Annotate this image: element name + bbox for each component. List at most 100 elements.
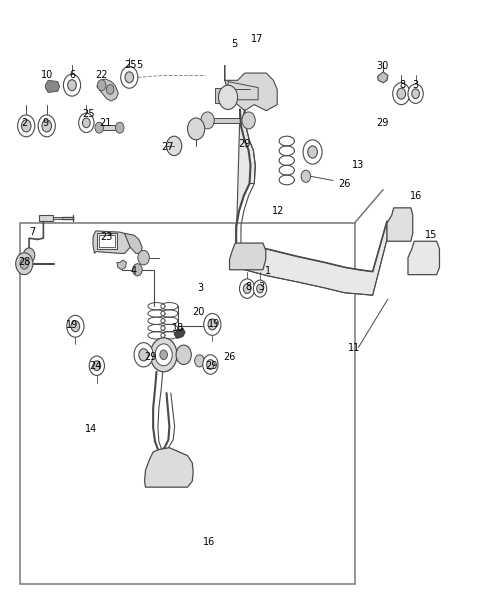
Polygon shape <box>97 234 117 249</box>
Circle shape <box>393 83 410 105</box>
Polygon shape <box>225 65 277 110</box>
Circle shape <box>206 360 214 370</box>
Text: 16: 16 <box>203 537 215 547</box>
Circle shape <box>160 350 168 360</box>
Text: 24: 24 <box>90 361 102 371</box>
Text: 3: 3 <box>412 79 419 90</box>
Circle shape <box>18 115 35 137</box>
Text: 5: 5 <box>137 60 143 70</box>
Circle shape <box>97 80 106 91</box>
Circle shape <box>63 74 81 96</box>
Circle shape <box>167 136 182 156</box>
Circle shape <box>257 284 264 293</box>
Text: 30: 30 <box>376 62 388 71</box>
Circle shape <box>93 361 101 371</box>
Circle shape <box>95 122 104 133</box>
Circle shape <box>240 279 255 298</box>
Text: 28: 28 <box>18 257 31 268</box>
Polygon shape <box>387 208 413 241</box>
Circle shape <box>132 264 142 276</box>
Polygon shape <box>144 448 193 487</box>
Polygon shape <box>206 118 250 123</box>
Text: 25: 25 <box>124 60 136 70</box>
Text: 16: 16 <box>410 191 423 201</box>
Circle shape <box>176 345 192 365</box>
Circle shape <box>253 280 267 297</box>
Text: 4: 4 <box>131 266 137 276</box>
Polygon shape <box>93 231 130 253</box>
Text: 29: 29 <box>144 351 156 362</box>
Text: 3: 3 <box>258 282 264 292</box>
Circle shape <box>195 355 204 367</box>
Circle shape <box>301 170 311 182</box>
Text: 7: 7 <box>29 227 36 237</box>
Text: 15: 15 <box>425 230 437 240</box>
Circle shape <box>42 120 51 132</box>
Text: 5: 5 <box>231 39 238 49</box>
Text: 1: 1 <box>264 266 271 276</box>
Polygon shape <box>245 221 387 295</box>
Circle shape <box>218 85 238 109</box>
Text: 22: 22 <box>96 71 108 81</box>
Circle shape <box>303 140 322 164</box>
Polygon shape <box>236 109 255 244</box>
Polygon shape <box>229 243 266 270</box>
Text: 3: 3 <box>198 283 204 293</box>
Circle shape <box>188 118 204 140</box>
Circle shape <box>107 85 114 95</box>
Polygon shape <box>117 260 126 270</box>
Text: 26: 26 <box>223 351 236 362</box>
Circle shape <box>116 122 124 133</box>
Text: 10: 10 <box>41 71 53 81</box>
Text: 29: 29 <box>205 361 217 371</box>
Text: 8: 8 <box>399 79 405 90</box>
Polygon shape <box>45 81 60 93</box>
Circle shape <box>242 112 255 129</box>
Circle shape <box>204 314 221 336</box>
Text: 8: 8 <box>246 282 252 292</box>
Text: 13: 13 <box>352 160 364 170</box>
Text: 2: 2 <box>21 118 27 128</box>
Text: 19: 19 <box>66 320 78 330</box>
Bar <box>21 223 355 584</box>
Polygon shape <box>174 328 185 339</box>
Text: 23: 23 <box>100 232 113 242</box>
Circle shape <box>83 118 90 127</box>
Text: 29: 29 <box>239 139 251 149</box>
Circle shape <box>397 88 406 99</box>
Text: 19: 19 <box>208 320 220 329</box>
Circle shape <box>412 89 420 99</box>
Polygon shape <box>124 234 142 253</box>
Text: 14: 14 <box>85 425 97 434</box>
Circle shape <box>208 319 216 330</box>
Text: 29: 29 <box>376 118 388 128</box>
Text: 21: 21 <box>99 118 112 128</box>
Circle shape <box>16 253 33 274</box>
Circle shape <box>408 84 423 104</box>
Text: 9: 9 <box>43 118 49 128</box>
Circle shape <box>22 120 31 132</box>
Circle shape <box>89 356 105 375</box>
Text: 27: 27 <box>161 142 174 152</box>
Circle shape <box>68 80 76 91</box>
Circle shape <box>38 115 55 137</box>
Polygon shape <box>99 125 120 130</box>
Circle shape <box>150 338 177 371</box>
Text: 11: 11 <box>348 342 360 353</box>
Polygon shape <box>53 217 62 220</box>
Circle shape <box>134 343 153 367</box>
Circle shape <box>20 258 29 269</box>
Text: 26: 26 <box>338 179 350 188</box>
Circle shape <box>79 113 94 132</box>
Circle shape <box>67 315 84 337</box>
Text: 12: 12 <box>272 206 284 216</box>
Polygon shape <box>97 79 118 101</box>
Circle shape <box>139 349 148 361</box>
Circle shape <box>71 321 80 332</box>
Text: 18: 18 <box>172 323 184 333</box>
Circle shape <box>138 250 149 265</box>
Circle shape <box>243 284 251 293</box>
Circle shape <box>308 146 317 158</box>
Polygon shape <box>408 241 440 274</box>
Text: 25: 25 <box>82 109 95 119</box>
